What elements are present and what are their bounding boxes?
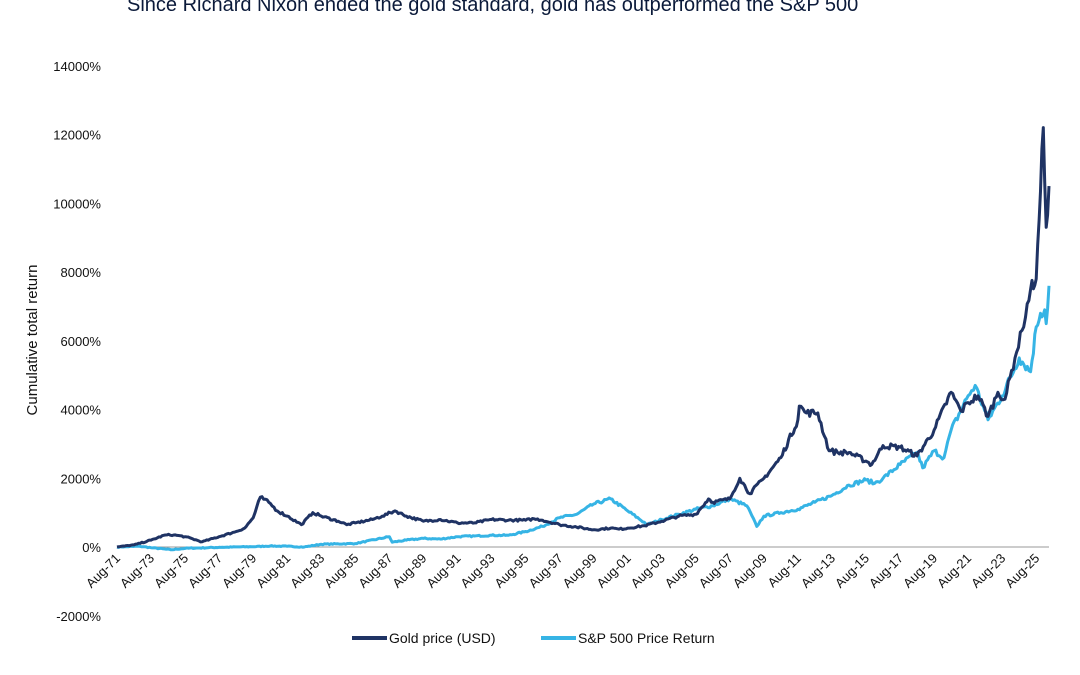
- x-tick-label: Aug-83: [287, 551, 327, 591]
- x-tick-label: Aug-77: [185, 551, 225, 591]
- x-tick-label: Aug-73: [117, 551, 157, 591]
- x-tick-label: Aug-99: [560, 551, 600, 591]
- x-tick-label: Aug-15: [832, 551, 872, 591]
- x-tick-label: Aug-81: [253, 551, 293, 591]
- x-tick-label: Aug-89: [389, 551, 429, 591]
- legend: Gold price (USD) S&P 500 Price Return: [352, 630, 715, 646]
- x-tick-label: Aug-95: [491, 551, 531, 591]
- x-tick-label: Aug-01: [594, 551, 634, 591]
- x-tick-label: Aug-07: [696, 551, 736, 591]
- x-tick-label: Aug-05: [662, 551, 702, 591]
- legend-label-gold: Gold price (USD): [389, 630, 496, 646]
- series-line-gold: [116, 126, 1051, 549]
- x-tick-label: Aug-75: [151, 551, 191, 591]
- x-tick-label: Aug-25: [1002, 551, 1042, 591]
- x-tick-label: Aug-71: [83, 551, 123, 591]
- y-tick-label: 12000%: [53, 128, 101, 143]
- x-tick-label: Aug-11: [764, 551, 804, 591]
- x-tick-label: Aug-23: [968, 551, 1008, 591]
- x-axis: Aug-71Aug-73Aug-75Aug-77Aug-79Aug-81Aug-…: [83, 546, 1049, 591]
- legend-label-sp500: S&P 500 Price Return: [578, 630, 715, 646]
- y-tick-label: 4000%: [61, 403, 102, 418]
- y-tick-label: -2000%: [56, 609, 101, 624]
- x-tick-label: Aug-97: [525, 551, 565, 591]
- y-tick-label: 10000%: [53, 196, 101, 211]
- y-tick-label: 0%: [82, 540, 101, 555]
- x-tick-label: Aug-85: [321, 551, 361, 591]
- series-layer: [116, 126, 1051, 552]
- y-tick-label: 8000%: [61, 265, 102, 280]
- y-axis-title: Cumulative total return: [24, 265, 41, 416]
- x-tick-label: Aug-17: [866, 551, 906, 591]
- x-tick-label: Aug-09: [730, 551, 770, 591]
- x-tick-label: Aug-93: [457, 551, 497, 591]
- y-tick-label: 2000%: [61, 471, 102, 486]
- x-tick-label: Aug-03: [628, 551, 668, 591]
- y-tick-label: 14000%: [53, 59, 101, 74]
- x-tick-label: Aug-21: [934, 551, 974, 591]
- y-tick-label: 6000%: [61, 334, 102, 349]
- x-tick-label: Aug-79: [219, 551, 259, 591]
- x-tick-label: Aug-87: [355, 551, 395, 591]
- x-tick-label: Aug-13: [798, 551, 838, 591]
- x-tick-label: Aug-19: [900, 551, 940, 591]
- x-tick-label: Aug-91: [423, 551, 463, 591]
- y-axis: -2000% 0% 2000% 4000% 6000% 8000% 10000% 12000%…: [53, 59, 101, 624]
- chart-title: Since Richard Nixon ended the gold stand…: [127, 0, 859, 16]
- series-line-sp500: [116, 285, 1051, 552]
